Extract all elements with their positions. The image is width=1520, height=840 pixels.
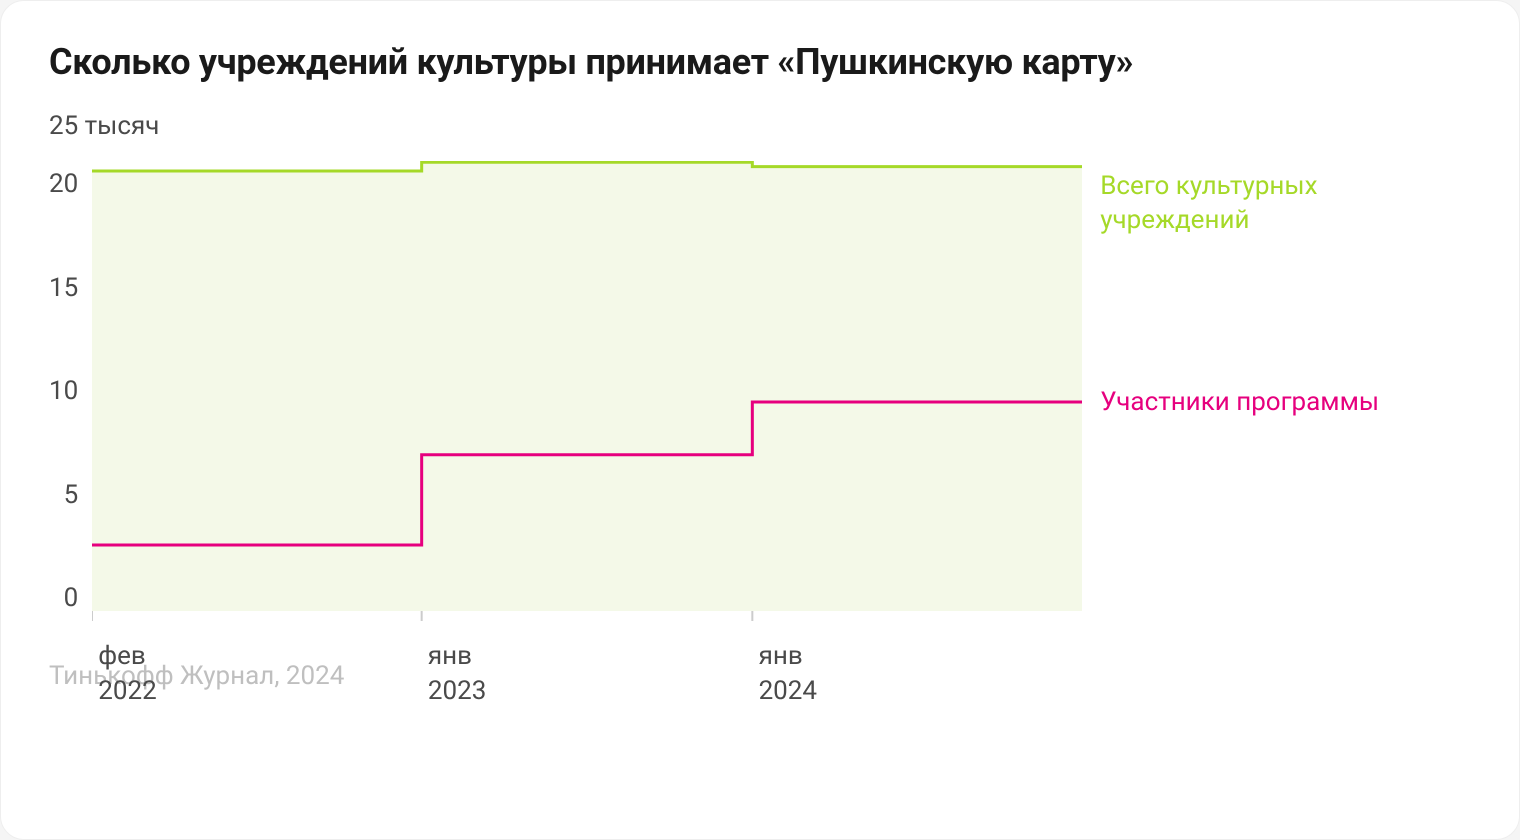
x-tick-label: фев2022 [98, 639, 156, 709]
x-tick-month: янв [428, 639, 486, 674]
legend-item: Всего культурных учреждений [1100, 170, 1440, 238]
y-tick: 20 [49, 171, 78, 197]
chart-wrapper: 20 15 10 5 0 фев2022янв2023янв2024 Всего кул… [49, 161, 1471, 621]
x-tick-month: янв [759, 639, 817, 674]
x-axis: фев2022янв2023янв2024 [92, 639, 1082, 709]
legend-item: Участники программы [1100, 386, 1379, 420]
x-tick-month: фев [98, 639, 156, 674]
chart-card: Сколько учреждений культуры принимает «П… [0, 0, 1520, 840]
x-tick-year: 2023 [428, 674, 486, 709]
legend: Всего культурных учреждений Участники про… [1100, 161, 1440, 621]
x-tick-year: 2024 [759, 674, 817, 709]
y-tick: 15 [49, 275, 78, 301]
y-axis: 20 15 10 5 0 [49, 171, 92, 611]
unit-label: 25 тысяч [49, 111, 1471, 141]
y-tick: 10 [49, 378, 78, 404]
y-tick: 0 [64, 585, 79, 611]
x-tick-label: янв2024 [759, 639, 817, 709]
x-tick-year: 2022 [98, 674, 156, 709]
x-tick-label: янв2023 [428, 639, 486, 709]
chart-title: Сколько учреждений культуры принимает «П… [49, 41, 1471, 83]
plot-svg [92, 161, 1082, 621]
plot-area: фев2022янв2023янв2024 [92, 161, 1082, 621]
y-tick: 5 [64, 482, 79, 508]
